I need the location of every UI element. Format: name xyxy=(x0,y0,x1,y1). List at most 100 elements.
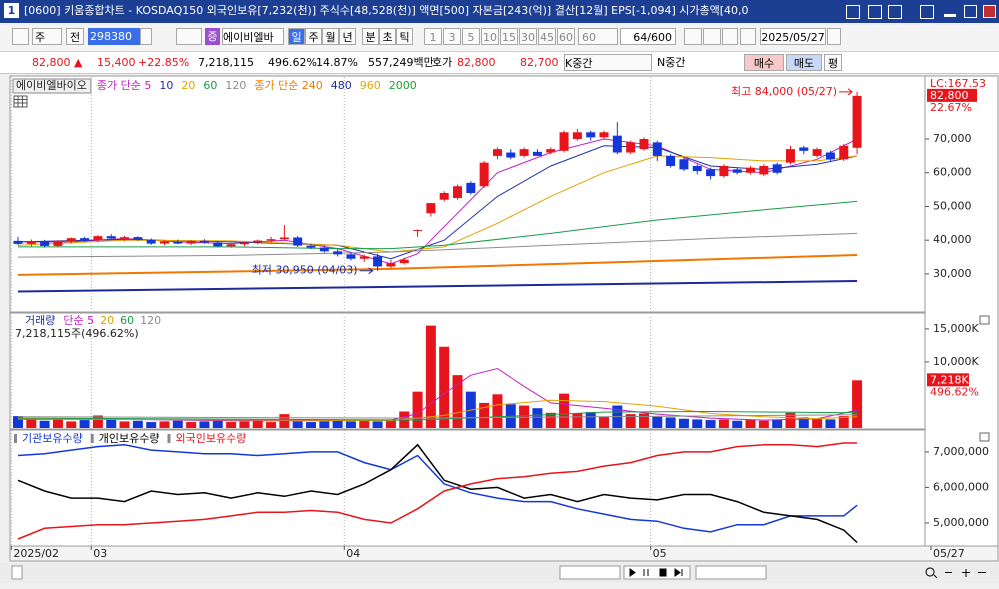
scope-button[interactable]: 전 xyxy=(66,28,84,45)
interval-button[interactable]: 15 xyxy=(500,28,518,45)
interval-button[interactable]: 10 xyxy=(481,28,499,45)
candle-body xyxy=(306,245,316,248)
candle-body xyxy=(426,203,436,214)
volume-bar xyxy=(266,422,277,428)
volume-bar xyxy=(652,416,663,428)
volume-bar xyxy=(425,325,436,428)
menu-icon[interactable] xyxy=(12,28,29,45)
legend-entry: 기관보유수량 xyxy=(22,432,83,445)
y-tick-label: 40,000 xyxy=(933,233,972,246)
volume-bar xyxy=(52,419,63,428)
volume-bar xyxy=(186,422,197,428)
interval-button[interactable]: 3 xyxy=(443,28,461,45)
legend-entry: 단순 5 xyxy=(63,314,94,327)
candle-body xyxy=(319,247,329,252)
volume-subtitle: 7,218,115주(496.62%) xyxy=(15,327,139,340)
legend-entry: 10 xyxy=(159,79,173,92)
code-input[interactable]: 298380 xyxy=(88,28,140,45)
candle-body xyxy=(239,242,249,245)
volume-bar xyxy=(439,346,450,428)
count-input[interactable]: 64/600 xyxy=(620,28,676,45)
volume-bar xyxy=(599,416,610,428)
volume-average xyxy=(17,410,858,421)
legend-entry: 60 xyxy=(120,314,134,327)
period-button[interactable]: 분 xyxy=(362,28,379,45)
volume-average xyxy=(18,367,858,422)
interval-button[interactable]: 30 xyxy=(519,28,537,45)
interval-button[interactable]: 60 xyxy=(557,28,575,45)
volume-bar xyxy=(132,420,143,428)
maximize-button[interactable] xyxy=(964,5,977,18)
candle-body xyxy=(706,169,716,177)
pane-button[interactable] xyxy=(979,315,990,325)
stock-name: 에이비엘바 xyxy=(222,28,284,45)
interval-select[interactable]: 60 xyxy=(578,28,618,45)
candle-body xyxy=(159,241,169,244)
period-button[interactable]: 일 xyxy=(288,28,305,45)
volume-bar xyxy=(385,419,396,428)
avg-button[interactable]: 평 xyxy=(824,54,842,71)
grid-icon[interactable] xyxy=(13,95,28,108)
date-input[interactable]: 2025/05/27 xyxy=(760,28,826,45)
sound-icon[interactable] xyxy=(176,28,202,45)
tool-icon[interactable] xyxy=(703,28,721,45)
volume-bar xyxy=(532,408,543,428)
candle-body xyxy=(173,241,183,244)
period-button[interactable]: 년 xyxy=(339,28,356,45)
window-button[interactable] xyxy=(920,5,934,19)
quote-label: 호가 xyxy=(432,56,453,69)
volume-bar xyxy=(239,421,250,428)
candle-body xyxy=(133,237,143,240)
playback-buttons[interactable] xyxy=(623,565,691,580)
y-tick-label: 50,000 xyxy=(933,199,972,212)
sell-button[interactable]: 매도 xyxy=(786,54,822,71)
buy-button[interactable]: 매수 xyxy=(744,54,784,71)
type-select[interactable]: 주 xyxy=(32,28,62,45)
calendar-icon[interactable] xyxy=(827,28,841,45)
window-button[interactable] xyxy=(846,5,860,19)
candle-body xyxy=(293,237,303,246)
legend-title: 거래량 xyxy=(25,314,55,327)
interval-button[interactable]: 1 xyxy=(424,28,442,45)
amount: 557,249백만 xyxy=(368,56,434,69)
tool-icon[interactable] xyxy=(684,28,702,45)
y-tick-label: 15,000K xyxy=(933,322,979,335)
candle-body xyxy=(53,240,63,246)
candle-body xyxy=(572,132,582,140)
window-button[interactable] xyxy=(868,5,882,19)
volume-bar xyxy=(412,391,423,428)
window-button[interactable] xyxy=(888,5,902,19)
candle-body xyxy=(186,240,196,244)
period-button[interactable]: 초 xyxy=(379,28,396,45)
legend-entry: 종가 단순 5 xyxy=(97,79,151,92)
code-dropdown[interactable] xyxy=(140,28,152,45)
volume-bar xyxy=(585,412,596,428)
last-volume-box xyxy=(927,373,969,387)
zoom-slider[interactable] xyxy=(695,565,767,580)
close-button[interactable] xyxy=(983,5,996,18)
app-icon: 1 xyxy=(4,3,19,18)
save-icon[interactable] xyxy=(722,28,738,45)
tool-icons[interactable] xyxy=(770,566,994,579)
moving-average xyxy=(17,232,858,258)
minimize-button[interactable] xyxy=(944,14,956,17)
period-button[interactable]: 틱 xyxy=(396,28,413,45)
period-button[interactable]: 주 xyxy=(305,28,322,45)
scroll-left[interactable] xyxy=(11,565,23,580)
settings-icon[interactable] xyxy=(740,28,756,45)
interval-button[interactable]: 45 xyxy=(538,28,556,45)
volume-ratio-label: 496.62% xyxy=(930,385,979,398)
volume-bar xyxy=(852,380,863,428)
x-tick-label: 04 xyxy=(346,547,360,560)
scroll-thumb[interactable] xyxy=(559,565,621,580)
interval-button[interactable]: 5 xyxy=(462,28,480,45)
holding-line xyxy=(17,442,858,540)
x-axis xyxy=(9,545,999,562)
candle-body xyxy=(839,145,849,160)
volume-bar xyxy=(559,393,570,428)
annotation-arrow xyxy=(359,267,374,275)
k-select[interactable]: K중간 xyxy=(564,54,652,71)
period-button[interactable]: 월 xyxy=(322,28,339,45)
x-tick-label: 05 xyxy=(653,547,667,560)
pane-button[interactable] xyxy=(979,432,990,442)
